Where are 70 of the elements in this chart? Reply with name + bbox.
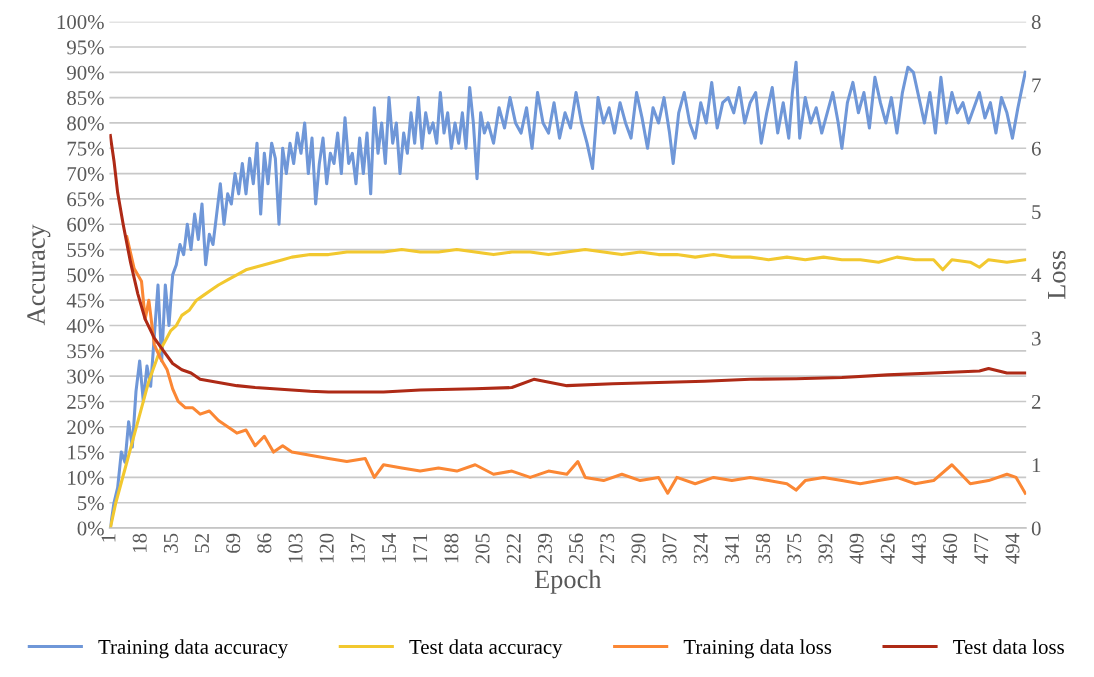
- x-tick-label: 239: [537, 533, 552, 564]
- y-axis-title: Accuracy: [27, 224, 51, 326]
- y-tick-label: 50%: [67, 268, 104, 283]
- y-tick-label: 10%: [68, 470, 104, 485]
- y2-tick-label: 8: [1031, 15, 1041, 30]
- x-tick-label: 494: [1005, 533, 1020, 564]
- y-tick-label: 35%: [67, 344, 104, 359]
- y-tick-label: 55%: [67, 242, 104, 258]
- x-tick-label: 171: [413, 534, 428, 563]
- x-tick-label: 69: [226, 533, 241, 553]
- x-tick-label: 222: [506, 534, 521, 564]
- y-tick-label: 95%: [67, 40, 104, 55]
- y2-tick-label: 4: [1031, 268, 1042, 283]
- y2-axis-title: Loss: [1048, 250, 1066, 300]
- y-tick-label: 70%: [67, 166, 104, 182]
- x-tick-label: 103: [288, 533, 303, 563]
- y-tick-label: 45%: [66, 293, 104, 308]
- y2-tick-label: 3: [1032, 331, 1041, 346]
- x-tick-label: 35: [163, 533, 178, 553]
- legend-label: Test data loss: [953, 639, 1064, 654]
- x-tick-label: 324: [693, 533, 708, 564]
- y-tick-label: 25%: [67, 394, 104, 409]
- x-tick-label: 358: [756, 533, 771, 564]
- y-tick-label: 15%: [68, 445, 104, 460]
- x-tick-label: 273: [600, 533, 615, 564]
- x-tick-label: 307: [662, 533, 677, 564]
- x-axis-title: Epoch: [534, 569, 602, 594]
- x-tick-label: 341: [724, 534, 739, 564]
- y2-tick-label: 2: [1031, 394, 1041, 409]
- x-tick-label: 290: [631, 533, 646, 564]
- y-tick-label: 90%: [67, 65, 104, 80]
- y-tick-label: 30%: [67, 369, 104, 384]
- x-tick-label: 443: [911, 533, 926, 564]
- x-tick-label: 426: [880, 533, 895, 564]
- y-tick-label: 80%: [67, 116, 104, 131]
- y-tick-label: 65%: [67, 192, 104, 207]
- y-tick-label: 60%: [67, 217, 104, 232]
- y2-tick-label: 6: [1031, 141, 1041, 156]
- line-series: [125, 235, 1027, 495]
- y-tick-label: 0%: [77, 521, 104, 536]
- y2-tick-label: 7: [1032, 78, 1041, 93]
- legend-label: Training data loss: [683, 639, 832, 659]
- x-tick-label: 392: [818, 534, 833, 564]
- line-series: [109, 134, 1027, 394]
- x-tick-label: 154: [382, 533, 397, 563]
- x-tick-label: 188: [444, 533, 459, 563]
- x-tick-label: 52: [195, 534, 210, 553]
- y-tick-label: 100%: [57, 15, 104, 30]
- line-series: [109, 248, 1027, 529]
- x-tick-label: 477: [974, 533, 989, 564]
- x-tick-label: 1: [101, 534, 116, 542]
- x-tick-label: 120: [319, 533, 334, 563]
- x-tick-label: 409: [849, 533, 864, 564]
- y2-tick-label: 1: [1032, 458, 1041, 472]
- x-tick-label: 137: [350, 533, 365, 563]
- y-tick-label: 20%: [67, 420, 104, 435]
- y-tick-label: 75%: [67, 141, 104, 156]
- y-tick-label: 5%: [77, 496, 104, 511]
- legend-label: Test data accuracy: [409, 639, 563, 659]
- y2-tick-label: 0: [1031, 521, 1041, 536]
- x-tick-label: 86: [257, 533, 272, 553]
- x-tick-label: 205: [475, 533, 490, 564]
- x-tick-label: 375: [787, 533, 802, 564]
- x-tick-label: 256: [569, 533, 584, 564]
- x-tick-label: 18: [132, 533, 147, 552]
- y-tick-label: 85%: [67, 91, 104, 106]
- y-tick-label: 40%: [66, 318, 104, 333]
- y2-tick-label: 5: [1032, 205, 1041, 219]
- x-tick-label: 460: [943, 533, 958, 564]
- legend-label: Training data accuracy: [98, 639, 289, 659]
